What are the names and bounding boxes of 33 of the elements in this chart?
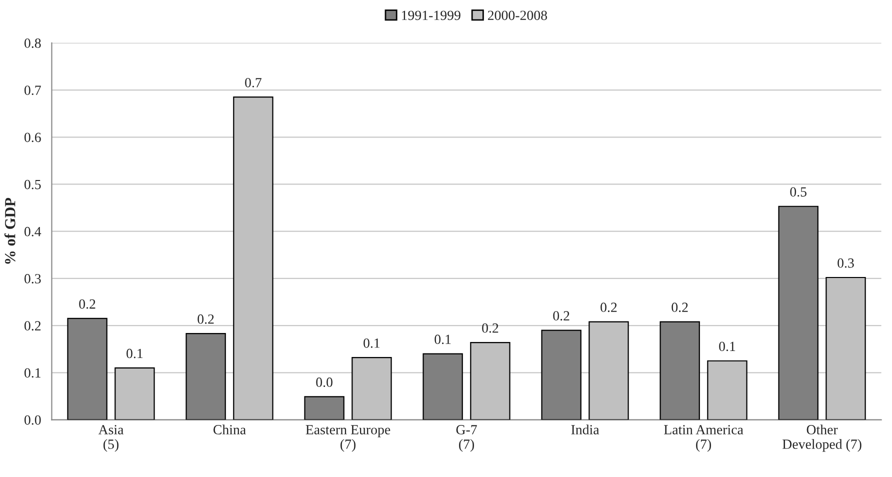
data-label: 0.2 <box>600 302 617 312</box>
x-tick-label: Other Developed (7) <box>782 424 862 452</box>
y-tick-label: 0.0 <box>24 415 41 425</box>
data-label: 0.7 <box>245 78 262 88</box>
data-label: 0.1 <box>364 338 380 348</box>
x-tick-label: China <box>213 424 246 434</box>
legend-label: 2000-2008 <box>488 10 547 20</box>
y-tick-label: 0.2 <box>24 321 41 331</box>
x-tick-label: Asia (5) <box>98 425 124 452</box>
y-tick-label: 0.5 <box>24 180 41 190</box>
data-label: 0.2 <box>482 323 498 333</box>
x-tick-label: G-7 (7) <box>456 425 477 452</box>
data-label: 0.5 <box>790 187 806 197</box>
y-axis-title: % of GDP <box>4 198 16 264</box>
data-label: 0.0 <box>316 378 332 387</box>
data-label: 0.2 <box>198 314 214 324</box>
data-label: 0.2 <box>672 302 688 312</box>
y-tick-label: 0.7 <box>24 86 41 96</box>
data-label: 0.1 <box>719 342 736 352</box>
data-label: 0.1 <box>434 334 451 344</box>
data-label: 0.2 <box>79 299 96 309</box>
y-tick-label: 0.1 <box>24 368 40 378</box>
legend-label: 1991-1999 <box>402 10 460 20</box>
x-tick-label: India <box>571 424 600 434</box>
data-label: 0.2 <box>553 311 570 321</box>
y-tick-label: 0.6 <box>24 132 41 142</box>
data-label: 0.3 <box>838 258 854 268</box>
y-tick-label: 0.3 <box>24 274 41 284</box>
y-tick-label: 0.8 <box>24 38 41 48</box>
x-tick-label: Latin America (7) <box>664 425 744 452</box>
data-label: 0.1 <box>126 348 143 358</box>
y-tick-label: 0.4 <box>24 226 42 236</box>
x-tick-label: Eastern Europe (7) <box>306 425 390 452</box>
